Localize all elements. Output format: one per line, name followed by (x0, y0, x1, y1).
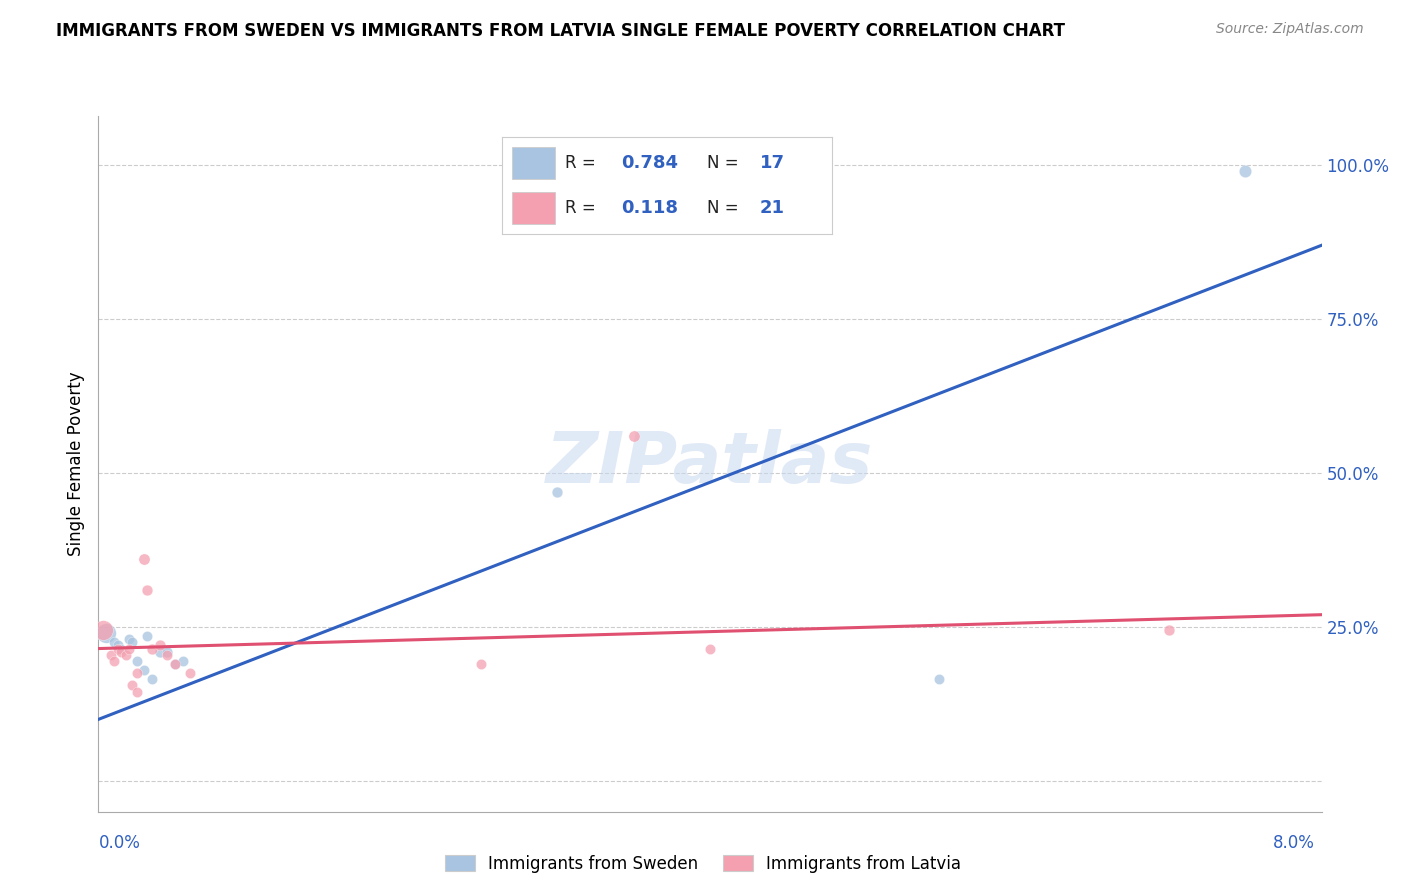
Point (103, 635, 125, 649)
Point (134, 663, 156, 677)
Point (699, 641, 721, 656)
Point (136, 583, 159, 598)
Point (121, 635, 143, 649)
Text: 8.0%: 8.0% (1272, 834, 1315, 852)
Point (928, 673, 950, 687)
Point (1157, 623, 1180, 637)
Text: Source: ZipAtlas.com: Source: ZipAtlas.com (1216, 22, 1364, 37)
Point (156, 648, 179, 662)
Point (103, 654, 125, 668)
Point (118, 641, 141, 656)
Point (149, 639, 172, 653)
Point (623, 429, 645, 443)
Point (156, 645, 179, 659)
Point (546, 484, 568, 499)
Point (121, 678, 143, 692)
Y-axis label: Single Female Poverty: Single Female Poverty (67, 372, 86, 556)
Point (91, 623, 114, 637)
Point (149, 645, 172, 659)
Point (118, 632, 141, 647)
Point (172, 654, 194, 668)
Point (179, 666, 201, 681)
Point (141, 641, 163, 656)
Text: ZIPatlas: ZIPatlas (547, 429, 873, 499)
Point (107, 639, 129, 653)
Point (141, 673, 163, 687)
Point (136, 629, 159, 643)
Point (110, 641, 132, 656)
Point (107, 641, 129, 656)
Point (125, 684, 148, 698)
Point (94, 626, 117, 640)
Point (163, 657, 186, 671)
Point (110, 645, 132, 659)
Point (163, 657, 186, 671)
Point (125, 666, 148, 681)
Legend: Immigrants from Sweden, Immigrants from Latvia: Immigrants from Sweden, Immigrants from … (437, 848, 969, 880)
Point (134, 552, 156, 566)
Point (470, 657, 492, 671)
Point (125, 654, 148, 668)
Point (1234, 164, 1257, 178)
Point (115, 648, 138, 662)
Text: IMMIGRANTS FROM SWEDEN VS IMMIGRANTS FROM LATVIA SINGLE FEMALE POVERTY CORRELATI: IMMIGRANTS FROM SWEDEN VS IMMIGRANTS FRO… (56, 22, 1066, 40)
Text: 0.0%: 0.0% (98, 834, 141, 852)
Point (100, 648, 122, 662)
